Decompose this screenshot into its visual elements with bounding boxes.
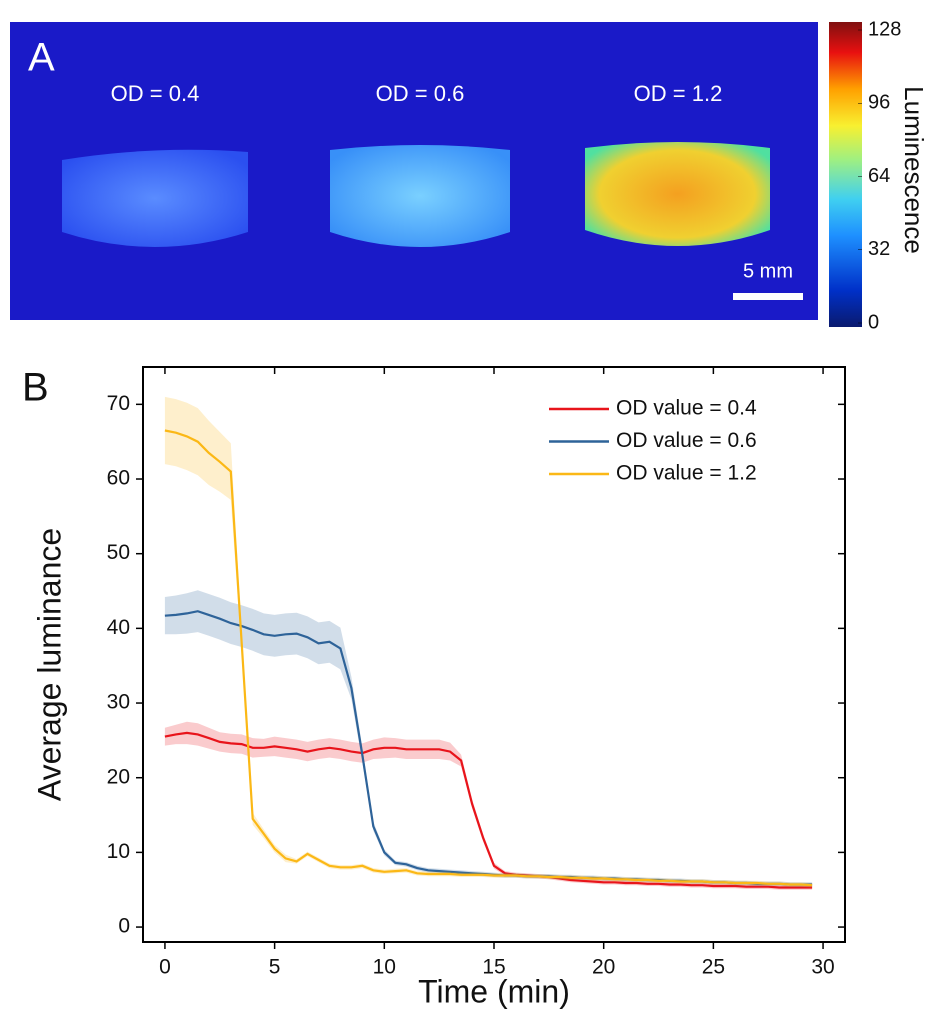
- y-tick-label: 60: [107, 467, 130, 490]
- y-tick-label: 70: [107, 392, 130, 415]
- colorbar-tick-label: 0: [868, 311, 879, 333]
- colorbar-tick-label: 64: [868, 165, 890, 187]
- vials: [62, 142, 770, 247]
- x-tick-label: 30: [811, 956, 834, 979]
- x-tick-label: 5: [269, 956, 281, 979]
- error-band: [164, 396, 813, 888]
- sample-label: OD = 0.4: [111, 81, 200, 106]
- x-axis-label: Time (min): [418, 973, 570, 1009]
- y-tick-label: 10: [107, 840, 130, 863]
- y-tick-label: 30: [107, 691, 130, 714]
- colorbar-label: Luminescence: [899, 86, 929, 254]
- panel-label: B: [22, 366, 49, 410]
- series-line: [164, 429, 813, 887]
- x-tick-label: 15: [482, 956, 505, 979]
- legend-label: OD value = 1.2: [616, 462, 757, 485]
- x-tick-label: 20: [592, 956, 615, 979]
- colorbar-tick-label: 128: [868, 18, 901, 40]
- y-tick-label: 20: [107, 765, 130, 788]
- x-tick-label: 25: [702, 956, 725, 979]
- sample-label: OD = 0.6: [376, 81, 465, 106]
- plot-frame: [142, 366, 846, 943]
- y-tick-label: 40: [107, 616, 130, 639]
- vial: [62, 149, 248, 247]
- scale-bar-label: 5 mm: [743, 260, 793, 282]
- x-tick-label: 10: [373, 956, 396, 979]
- y-tick-label: 50: [107, 541, 130, 564]
- panel-label: A: [28, 36, 55, 80]
- y-tick-label: 0: [118, 915, 130, 938]
- error-band: [164, 721, 813, 890]
- colorbar: [829, 22, 862, 327]
- vial: [330, 145, 510, 247]
- scale-bar: [733, 293, 803, 300]
- vial: [585, 142, 770, 246]
- sample-label: OD = 1.2: [634, 81, 723, 106]
- y-axis-label: Average luminance: [31, 528, 67, 801]
- legend-label: OD value = 0.6: [616, 429, 757, 452]
- legend-label: OD value = 0.4: [616, 397, 757, 420]
- x-tick-label: 0: [159, 956, 171, 979]
- error-band: [164, 590, 813, 887]
- colorbar-tick-label: 96: [868, 92, 890, 114]
- colorbar-tick-label: 32: [868, 238, 890, 260]
- series-line: [164, 731, 813, 889]
